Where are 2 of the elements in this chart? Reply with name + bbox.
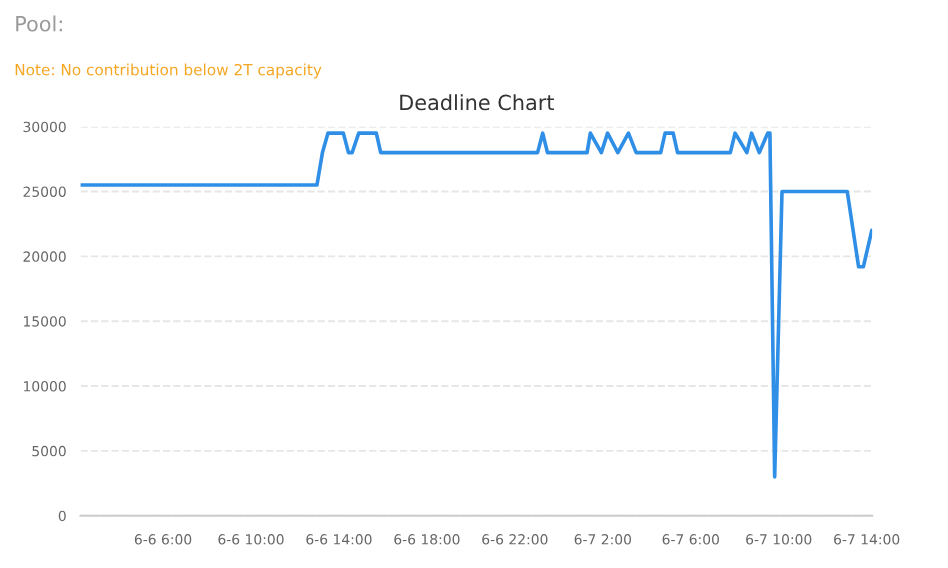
- text: Pool:: [16, 15, 62, 32]
- chart-title: Deadline Chart: [400, 94, 555, 111]
